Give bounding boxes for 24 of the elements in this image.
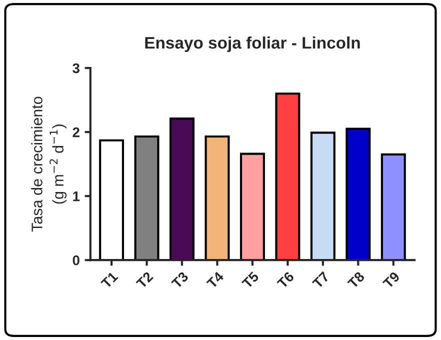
- y-tick-label: 0: [72, 255, 80, 266]
- bar: [170, 118, 195, 260]
- bar: [204, 135, 230, 260]
- x-tick-label: T4: [206, 270, 224, 289]
- x-tick-label: T1: [100, 271, 118, 289]
- x-tick-label: T2: [136, 271, 154, 289]
- bar: [310, 132, 336, 260]
- y-tick-label: 2: [72, 127, 80, 138]
- bar: [380, 153, 406, 260]
- x-tick-label: T8: [347, 271, 366, 290]
- y-tick-label: 3: [72, 63, 80, 74]
- bar: [134, 135, 160, 260]
- bar: [346, 128, 371, 260]
- bar: [240, 152, 265, 260]
- x-tick-label: T6: [276, 271, 295, 290]
- x-tick-label: T5: [241, 271, 260, 290]
- x-tick-label: T3: [170, 271, 189, 290]
- y-axis-title: Tasa de crecimiento (g m$^{−2}$ d$^{−1}$): [31, 96, 67, 232]
- bar: [275, 92, 300, 260]
- y-tick-label: 1: [73, 192, 80, 202]
- chart-title: Ensayo soja foliar - Lincoln: [145, 36, 360, 52]
- x-tick-label: T9: [382, 271, 400, 290]
- bar: [99, 139, 124, 260]
- x-tick-label: T7: [312, 271, 330, 289]
